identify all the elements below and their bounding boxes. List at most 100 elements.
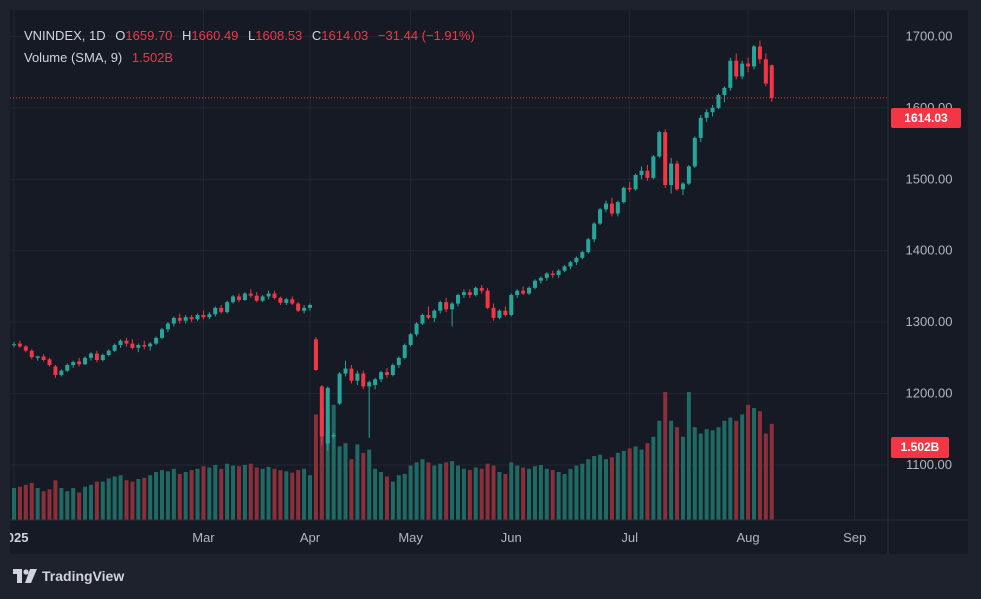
candle-body: [532, 280, 537, 288]
volume-bar: [118, 475, 123, 520]
interval-label[interactable]: 1D: [89, 28, 106, 43]
volume-bar: [225, 463, 230, 520]
candle-body: [349, 368, 354, 381]
candle-body: [491, 307, 496, 318]
volume-bar: [254, 467, 259, 520]
candle-body: [538, 277, 543, 281]
volume-bar: [272, 468, 277, 520]
candle-body: [260, 296, 265, 301]
candle-body: [473, 287, 478, 295]
candle-body: [621, 187, 626, 203]
candle-body: [142, 345, 147, 347]
candle-body: [118, 340, 123, 345]
volume-bar: [207, 467, 212, 520]
volume-bar: [77, 492, 82, 520]
candle-body: [722, 87, 727, 95]
candle-body: [236, 296, 241, 300]
volume-bar: [450, 461, 455, 520]
volume-bar: [485, 463, 490, 520]
volume-bar: [663, 392, 668, 520]
candle-body: [284, 299, 289, 303]
candle-body: [213, 307, 218, 315]
candle-body: [313, 339, 318, 370]
candle-body: [414, 323, 419, 335]
chart-canvas[interactable]: 1100.001200.001300.001400.001500.001600.…: [10, 10, 968, 554]
candle-body: [645, 170, 650, 178]
volume-bar: [704, 429, 709, 520]
candle-body: [426, 315, 431, 318]
candle-body: [177, 317, 182, 321]
candle-body: [154, 337, 159, 344]
volume-bar: [532, 466, 537, 520]
candle-body: [325, 387, 330, 444]
candle-body: [515, 290, 520, 295]
candle-body: [65, 365, 70, 371]
volume-indicator-label[interactable]: Volume (SMA, 9): [24, 50, 123, 65]
candle-body: [639, 170, 644, 175]
volume-bar: [562, 473, 567, 520]
candle-body: [686, 166, 691, 184]
candle-body: [438, 302, 443, 311]
volume-bar: [88, 484, 93, 520]
volume-bar: [361, 452, 366, 520]
volume-bar: [290, 472, 295, 520]
volume-bar: [633, 446, 638, 520]
candle-body: [71, 362, 76, 365]
volume-bar: [189, 470, 194, 520]
volume-bar: [236, 466, 241, 520]
candle-body: [47, 359, 52, 365]
volume-bar: [692, 427, 697, 520]
candle-body: [509, 295, 514, 315]
candle-body: [456, 295, 460, 304]
volume-bar: [592, 456, 597, 520]
volume-bar: [231, 465, 236, 520]
candle-body: [450, 303, 455, 310]
candle-body: [580, 252, 585, 258]
candle-body: [266, 293, 271, 297]
candle-body: [29, 350, 34, 358]
volume-bar: [165, 471, 170, 520]
volume-bar: [438, 463, 443, 520]
volume-bar: [177, 473, 182, 520]
candle-body: [302, 307, 307, 311]
volume-bar: [112, 476, 117, 520]
volume-bar: [615, 452, 620, 520]
volume-bar: [248, 463, 253, 520]
volume-bar: [675, 427, 680, 520]
candle-body: [17, 343, 22, 347]
tradingview-logo[interactable]: TradingView: [13, 568, 124, 584]
volume-bar: [396, 475, 401, 520]
candle-body: [148, 343, 153, 347]
volume-bar: [414, 462, 419, 520]
chart-area[interactable]: 1100.001200.001300.001400.001500.001600.…: [10, 10, 968, 554]
candle-body: [669, 163, 674, 185]
volume-indicator-value: 1.502B: [131, 50, 174, 65]
candle-body: [444, 302, 449, 310]
volume-bar: [503, 473, 508, 520]
chart-legend: VNINDEX, 1D O1659.70 H1660.49 L1608.53 C…: [24, 25, 475, 69]
candle-body: [41, 356, 46, 360]
candle-body: [23, 346, 28, 351]
volume-bar: [124, 480, 129, 520]
volume-bar: [308, 475, 312, 520]
high-label: H: [182, 28, 192, 43]
x-tick-label: 2025: [10, 530, 28, 545]
volume-bar: [59, 488, 64, 520]
volume-bar: [752, 408, 756, 520]
x-tick-label: Aug: [737, 530, 760, 545]
candle-body: [12, 344, 16, 346]
volume-bar: [509, 462, 514, 520]
volume-bar: [639, 449, 644, 520]
symbol-label[interactable]: VNINDEX: [24, 28, 82, 43]
volume-bar: [432, 465, 437, 520]
candle-body: [663, 132, 668, 185]
candle-body: [675, 163, 680, 190]
volume-bar: [473, 467, 478, 520]
volume-bar: [183, 472, 188, 520]
low-value: 1608.53: [255, 28, 303, 43]
candle-body: [420, 315, 425, 324]
volume-bar: [302, 468, 307, 520]
candle-body: [278, 297, 283, 303]
candle-body: [592, 223, 597, 240]
volume-bar: [740, 414, 745, 520]
